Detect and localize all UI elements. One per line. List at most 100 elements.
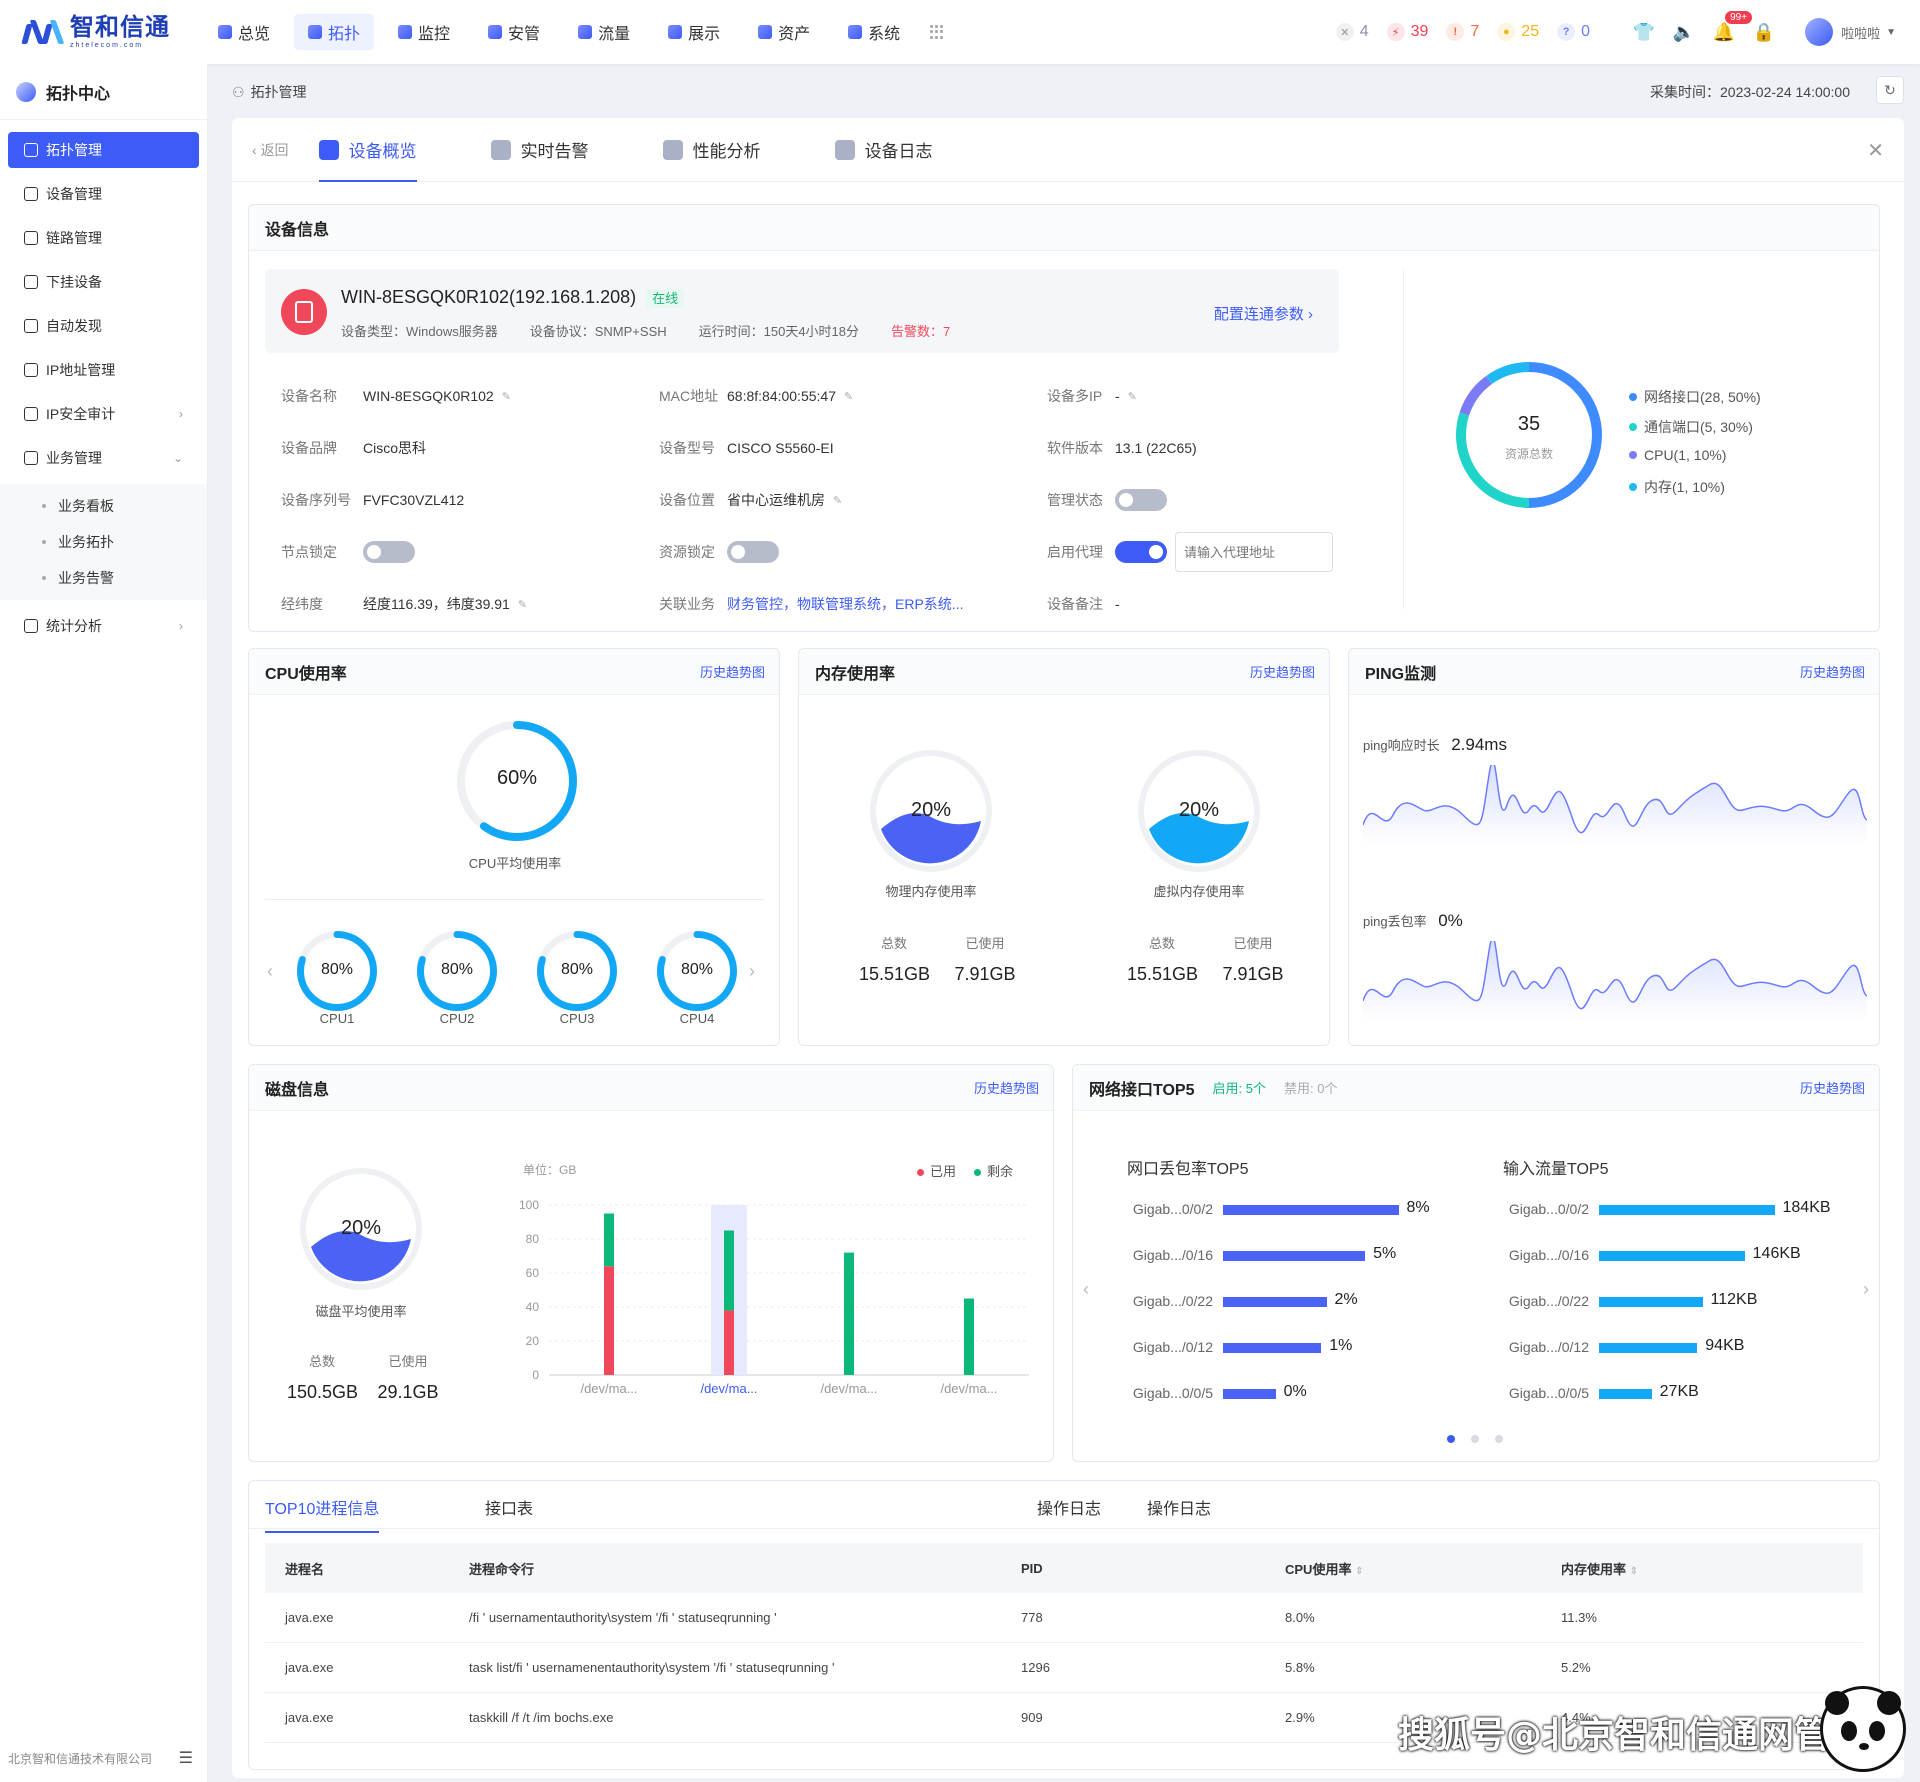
nav-monitor[interactable]: 监控 xyxy=(384,14,464,50)
sidebar-item-ip-mgmt[interactable]: IP地址管理 xyxy=(8,352,199,388)
sidebar-item-business-mgmt[interactable]: 业务管理 ⌄ xyxy=(8,440,199,476)
tab-operation-log-2[interactable]: 操作日志 xyxy=(1147,1501,1212,1518)
bar-segment[interactable] xyxy=(964,1298,974,1376)
legend-item[interactable]: 已用 xyxy=(916,1161,956,1180)
table-row[interactable]: java.exe taskkill /f /t /im bochs.exe 909 2… xyxy=(265,1693,1863,1743)
legend-item[interactable]: 剩余 xyxy=(973,1161,1013,1180)
sort-icon[interactable]: ⇕ xyxy=(1629,1565,1639,1577)
table-row[interactable]: java.exe task list/fi ' usernamenentautho… xyxy=(265,1643,1863,1693)
skin-icon[interactable]: 👕 xyxy=(1632,21,1656,42)
sort-icon[interactable]: ⇕ xyxy=(1355,1565,1364,1577)
bell-icon[interactable]: 🔔 99+ xyxy=(1713,11,1753,43)
resource-total-label: 资源总数 xyxy=(1504,447,1553,461)
sidebar-item-link-mgmt[interactable]: 链路管理 xyxy=(8,220,199,256)
carousel-dot[interactable] xyxy=(1495,1435,1503,1443)
table-row[interactable]: java.exe/fi ' usernamentauthority\system… xyxy=(265,1593,1863,1643)
interface-bar[interactable] xyxy=(1223,1297,1327,1307)
col-cpu[interactable]: CPU使用率 ⇕ xyxy=(1285,1559,1561,1578)
chevron-left-icon[interactable]: ‹ xyxy=(267,961,273,981)
breadcrumb-text[interactable]: 拓扑管理 xyxy=(250,84,307,100)
alert-counter[interactable]: ✕ 4 xyxy=(1335,23,1369,41)
alert-counter[interactable]: ! 7 xyxy=(1446,23,1479,41)
tab-operation-log[interactable]: 操作日志 xyxy=(1037,1501,1102,1518)
nav-assets[interactable]: 资产 xyxy=(744,14,824,50)
bar-segment[interactable] xyxy=(604,1266,614,1375)
carousel-dot[interactable] xyxy=(1471,1435,1479,1443)
interface-bar[interactable] xyxy=(1599,1297,1703,1307)
nav-topology[interactable]: 拓扑 xyxy=(294,14,375,50)
alert-counter[interactable]: ? 0 xyxy=(1557,23,1590,41)
sidebar-item-topology-mgmt[interactable]: 拓扑管理 xyxy=(8,132,199,168)
resource-lock-toggle[interactable] xyxy=(727,541,779,563)
edit-icon[interactable]: ✎ xyxy=(501,390,511,403)
business-links[interactable]: 财务管控，物联管理系统，ERP系统... xyxy=(727,596,964,612)
bar-segment[interactable] xyxy=(724,1230,734,1311)
nav-overview[interactable]: 总览 xyxy=(204,14,284,50)
gauge-arc xyxy=(417,931,497,1011)
interface-bar[interactable] xyxy=(1223,1205,1399,1215)
alert-counter[interactable]: ⚡ 39 xyxy=(1386,23,1428,41)
interface-bar[interactable] xyxy=(1599,1205,1775,1215)
collapse-menu-icon[interactable]: ☰ xyxy=(178,1750,193,1767)
interface-bar[interactable] xyxy=(1599,1389,1652,1399)
apps-grid-icon[interactable] xyxy=(930,25,944,39)
sidebar-sub-business-alarm[interactable]: 业务告警 xyxy=(0,560,207,596)
alert-counter[interactable]: ● 25 xyxy=(1497,23,1539,41)
edit-icon[interactable]: ✎ xyxy=(844,390,854,403)
tab-performance[interactable]: 性能分析 xyxy=(662,118,761,182)
ping-history-link[interactable]: 历史趋势图 xyxy=(1799,665,1865,680)
tab-interface-table[interactable]: 接口表 xyxy=(485,1501,534,1518)
sidebar-item-ip-audit[interactable]: IP安全审计 › xyxy=(8,396,199,432)
sidebar-item-auto-discovery[interactable]: 自动发现 xyxy=(8,308,199,344)
tab-realtime-alarm[interactable]: 实时告警 xyxy=(490,118,589,182)
interface-bar[interactable] xyxy=(1223,1389,1276,1399)
tab-top10-process[interactable]: TOP10进程信息 xyxy=(265,1495,380,1533)
alert-count: 25 xyxy=(1521,23,1540,40)
network-history-link[interactable]: 历史趋势图 xyxy=(1799,1081,1865,1096)
nav-display[interactable]: 展示 xyxy=(654,14,734,50)
proxy-toggle[interactable] xyxy=(1115,541,1167,563)
mgmt-status-toggle[interactable] xyxy=(1115,489,1167,511)
alarm-count[interactable]: 告警数：7 xyxy=(891,324,951,339)
edit-icon[interactable]: ✎ xyxy=(833,494,843,507)
chevron-right-icon[interactable]: › xyxy=(1863,1279,1869,1299)
back-button[interactable]: ‹ 返回 xyxy=(252,141,289,158)
refresh-button[interactable]: ↻ xyxy=(1876,76,1904,104)
brand-logo[interactable]: 智和信通 zhtelecom.com xyxy=(21,15,187,49)
col-memory[interactable]: 内存使用率 ⇕ xyxy=(1561,1559,1861,1578)
chevron-left-icon[interactable]: ‹ xyxy=(1083,1279,1089,1299)
sidebar-item-statistics[interactable]: 统计分析 › xyxy=(8,608,199,644)
chevron-right-icon[interactable]: › xyxy=(749,961,755,981)
bar-segment[interactable] xyxy=(604,1213,614,1267)
node-lock-toggle[interactable] xyxy=(363,541,415,563)
col-process-name: 进程名 xyxy=(285,1561,325,1577)
memory-history-link[interactable]: 历史趋势图 xyxy=(1249,665,1315,680)
y-tick-label: 20 xyxy=(526,1334,540,1348)
config-connectivity-link[interactable]: 配置连通参数 › xyxy=(1214,303,1313,324)
sidebar-item-attached-devices[interactable]: 下挂设备 xyxy=(8,264,199,300)
nav-system[interactable]: 系统 xyxy=(834,14,914,50)
sidebar-sub-business-board[interactable]: 业务看板 xyxy=(0,488,207,524)
close-icon[interactable]: ✕ xyxy=(1867,140,1884,162)
edit-icon[interactable]: ✎ xyxy=(1127,390,1137,403)
lock-icon[interactable]: 🔒 xyxy=(1752,21,1776,42)
interface-bar[interactable] xyxy=(1599,1251,1745,1261)
nav-traffic[interactable]: 流量 xyxy=(564,14,644,50)
sidebar-sub-business-topology[interactable]: 业务拓扑 xyxy=(0,524,207,560)
carousel-dot-active[interactable] xyxy=(1447,1435,1455,1443)
bar-segment[interactable] xyxy=(724,1310,734,1375)
cpu-history-link[interactable]: 历史趋势图 xyxy=(699,665,765,680)
tab-device-overview[interactable]: 设备概览 xyxy=(318,118,417,182)
edit-icon[interactable]: ✎ xyxy=(517,598,528,611)
sidebar-item-device-mgmt[interactable]: 设备管理 xyxy=(8,176,199,212)
proxy-address-input[interactable] xyxy=(1175,532,1333,572)
interface-bar[interactable] xyxy=(1223,1251,1366,1261)
interface-bar[interactable] xyxy=(1223,1343,1322,1353)
sound-icon[interactable]: 🔈 xyxy=(1672,21,1696,42)
nav-security[interactable]: 安管 xyxy=(474,14,554,50)
tab-device-log[interactable]: 设备日志 xyxy=(834,118,933,182)
bar-segment[interactable] xyxy=(844,1252,854,1375)
interface-bar[interactable] xyxy=(1599,1343,1698,1353)
disk-history-link[interactable]: 历史趋势图 xyxy=(973,1081,1039,1096)
user-menu[interactable]: 啦啦啦 ▼ xyxy=(1805,18,1896,46)
